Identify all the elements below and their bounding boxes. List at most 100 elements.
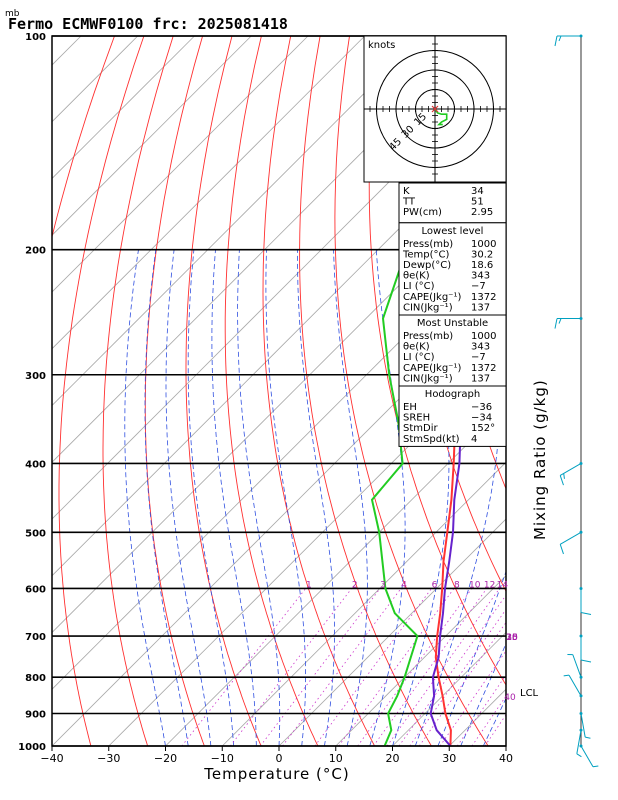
dry-adiabat-line [102, 36, 174, 746]
index-value: 1372 [471, 292, 496, 303]
index-label: StmSpd(kt) [403, 434, 460, 445]
pressure-tick-label: 600 [25, 584, 46, 595]
pressure-tick-label: 500 [25, 528, 46, 539]
indices-box [398, 222, 507, 316]
wind-barb-staff [559, 531, 582, 545]
wind-barb-feather [563, 473, 565, 479]
pressure-tick-label: 900 [25, 710, 46, 721]
mixing-ratio-label: 20 [506, 633, 518, 643]
temperature-tick-label: −30 [97, 752, 120, 765]
isotherm-line [52, 234, 506, 690]
index-label: Temp(°C) [402, 249, 450, 260]
isotherm-line [52, 36, 366, 350]
mixing-ratio-line [338, 588, 455, 746]
index-value: 51 [471, 197, 484, 208]
chart-title: Fermo ECMWF0100 frc: 2025081418 [8, 15, 288, 33]
mixing-ratio-label: 4 [401, 580, 407, 590]
isotherm-line [52, 36, 422, 407]
index-label: CAPE(Jkg⁻¹) [403, 292, 461, 303]
indices-box [398, 182, 507, 224]
index-value: 343 [471, 271, 490, 282]
isotherm-line [52, 177, 506, 634]
mixing-ratio-line [398, 594, 506, 746]
dry-adiabat-line [334, 36, 489, 746]
wind-barb-feather [585, 736, 591, 739]
index-label: LI (°C) [403, 281, 435, 292]
wind-barb-staff [568, 674, 582, 697]
temperature-tick-label: 30 [442, 752, 456, 765]
wind-barb-dot [579, 728, 583, 732]
mixing-ratio-label: 10 [469, 580, 481, 590]
temperature-tick-label: 20 [386, 752, 400, 765]
index-value: 4 [471, 434, 477, 445]
index-label: θe(K) [403, 342, 430, 353]
wind-barb-feather [558, 35, 562, 42]
isotherm-line [505, 745, 506, 746]
wind-barb-feather [580, 611, 592, 615]
wind-barb-column [554, 34, 599, 768]
indices-box-header: Most Unstable [417, 318, 488, 329]
mixing-ratio-label: 3 [380, 580, 386, 590]
moist-adiabat-line [297, 249, 335, 746]
index-label: Press(mb) [403, 239, 453, 250]
wind-barb-staff [580, 713, 586, 738]
index-value: 18.6 [471, 260, 493, 271]
index-label: CIN(Jkg⁻¹) [403, 302, 453, 313]
wind-barb-dot [579, 586, 583, 590]
index-value: 1000 [471, 239, 496, 250]
mixing-ratio-label: 8 [454, 580, 460, 590]
pressure-tick-label: 400 [25, 459, 46, 470]
isotherm-line [52, 36, 252, 236]
storm-motion-marker [431, 105, 439, 113]
background-lines [52, 36, 618, 746]
wind-barb-feather [559, 475, 564, 486]
moist-adiabat-line [211, 249, 257, 746]
moist-adiabat-line [165, 249, 212, 746]
isotherm-line [278, 518, 506, 746]
moist-adiabat-line [265, 249, 306, 746]
mixing-ratio-label: 16 [506, 633, 518, 643]
dry-adiabat-line [585, 36, 618, 746]
mixing-ratio-label: 12 [484, 580, 495, 590]
dry-adiabat-line [58, 36, 145, 746]
indices-box [398, 314, 507, 387]
index-value: 1000 [471, 331, 496, 342]
wind-barb-dot [579, 675, 583, 679]
mixing-ratio-line [471, 695, 506, 746]
wind-barb-feather [563, 674, 570, 677]
wind-barb-feather [580, 659, 592, 663]
dry-adiabat-line [614, 36, 618, 746]
index-label: Press(mb) [403, 331, 453, 342]
moist-adiabat-line [482, 697, 506, 746]
index-value: 34 [471, 186, 484, 197]
wind-barb-feather [559, 544, 564, 555]
pressure-unit-label: mb [5, 9, 20, 19]
pressure-tick-label: 200 [25, 246, 46, 257]
mixing-ratio-line [314, 588, 432, 746]
temperature-tick-label: 0 [276, 752, 283, 765]
wind-barb-feather [554, 35, 558, 47]
wind-barb-feather [558, 318, 562, 324]
wind-barb-dot [579, 712, 583, 716]
wind-barb-dot [579, 34, 583, 38]
index-value: −36 [471, 402, 492, 413]
mixing-ratio-line [456, 674, 506, 746]
wind-barb-feather [554, 318, 558, 329]
temperature-tick-label: −20 [154, 752, 177, 765]
mixing-ratio-line [484, 714, 506, 746]
temperature-tick-label: −40 [40, 752, 63, 765]
pressure-tick-label: 1000 [18, 742, 46, 753]
moist-adiabat-line [505, 745, 506, 746]
moist-adiabat-line [124, 249, 166, 746]
temperature-tick-label: 10 [329, 752, 343, 765]
indices-box-header: Lowest level [422, 226, 484, 237]
indices-box-header: Hodograph [425, 389, 480, 400]
indices-panel: K 34 TT 51 PW(cm) 2.95 Lowest level Press(mb) 10… [398, 182, 507, 447]
lcl-label: LCL [520, 688, 539, 699]
wind-barb-dot [579, 634, 583, 638]
index-value: 152° [471, 423, 495, 434]
isotherm-line [563, 36, 618, 746]
wind-barb-dot [579, 317, 583, 321]
